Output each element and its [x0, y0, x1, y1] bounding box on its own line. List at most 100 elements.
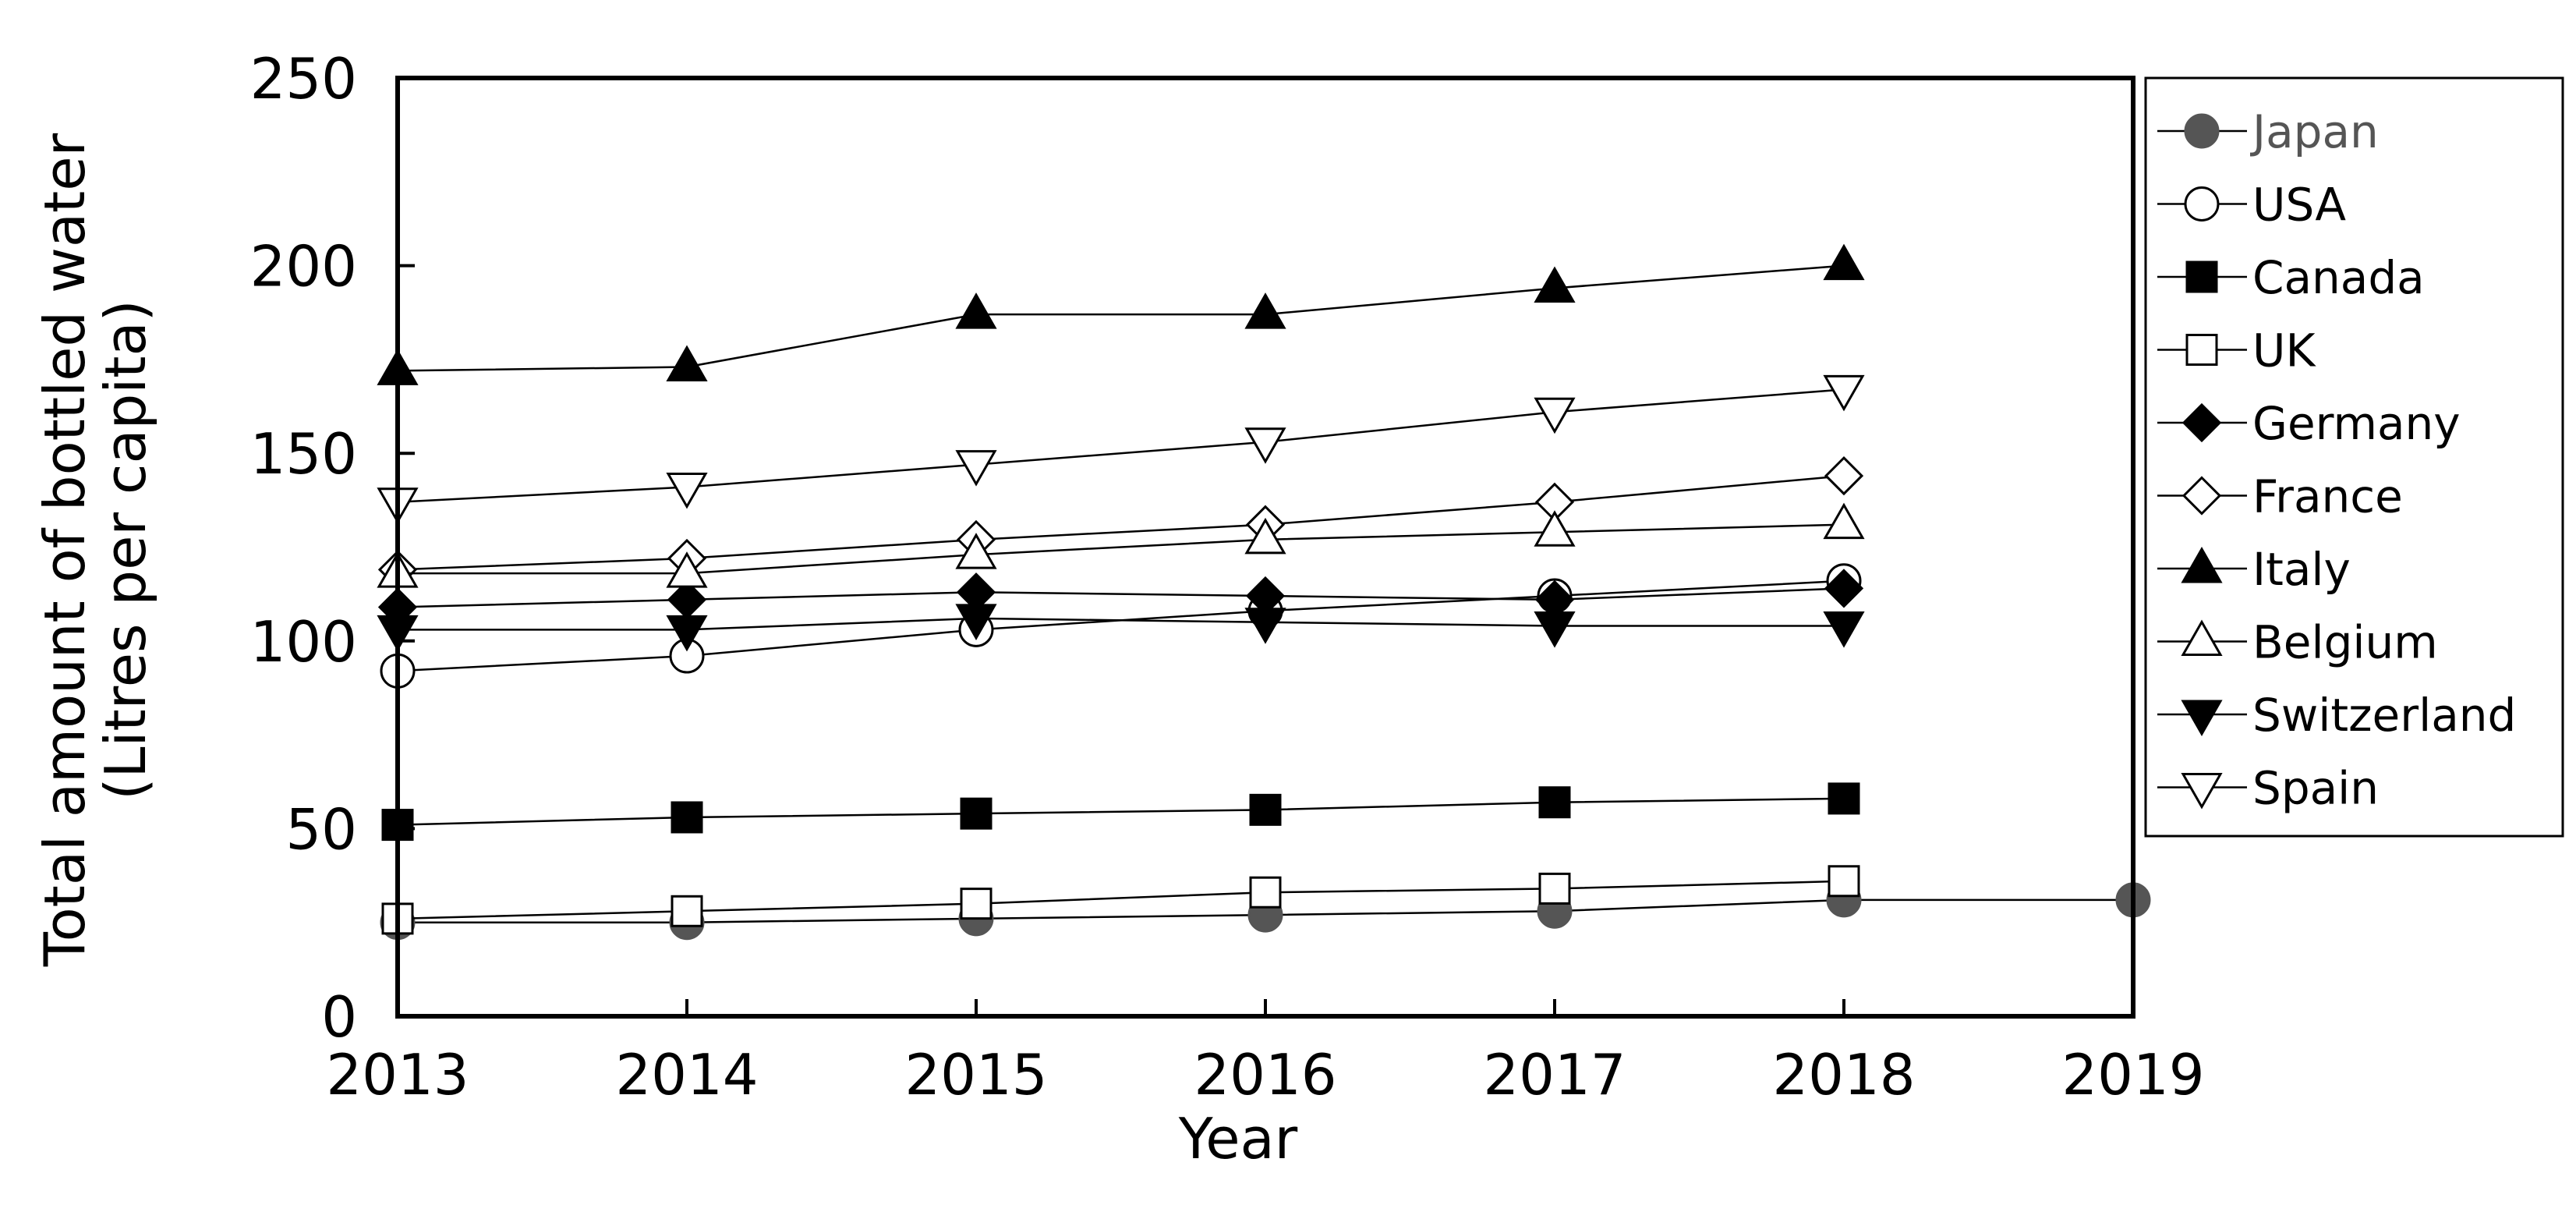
data-point-italy-2015 — [955, 292, 997, 329]
data-point-uk-2016 — [1249, 876, 1282, 909]
data-point-italy-2017 — [1534, 266, 1576, 303]
data-point-belgium-2017 — [1534, 510, 1576, 547]
data-point-canada-2016 — [1249, 793, 1282, 826]
y-tick-label-100: 100 — [250, 609, 357, 675]
legend-item-belgium: Belgium — [2157, 616, 2438, 669]
legend-marker-japan — [2184, 113, 2220, 149]
data-point-canada-2015 — [960, 797, 993, 830]
series-switzerland — [377, 604, 1865, 652]
data-point-uk-2017 — [1538, 872, 1571, 905]
series-spain — [377, 374, 1865, 524]
legend-item-japan: Japan — [2157, 105, 2379, 158]
series-canada — [381, 782, 1860, 842]
data-point-italy-2016 — [1244, 292, 1286, 329]
legend-marker-uk — [2185, 334, 2218, 366]
plot-area — [377, 243, 2151, 941]
y-tick-label-250: 250 — [250, 46, 357, 112]
legend-label-italy: Italy — [2252, 543, 2351, 596]
series-line-uk — [397, 880, 1845, 920]
legend-item-usa: USA — [2157, 179, 2346, 232]
series-line-germany — [397, 587, 1845, 608]
legend-marker-switzerland — [2181, 700, 2223, 737]
series-line-canada — [397, 797, 1845, 826]
data-point-italy-2014 — [666, 345, 708, 382]
legend-item-uk: UK — [2157, 324, 2316, 377]
data-point-spain-2017 — [1534, 397, 1576, 434]
data-point-belgium-2016 — [1244, 517, 1286, 555]
legend-label-germany: Germany — [2252, 397, 2461, 450]
data-point-uk-2015 — [960, 888, 993, 920]
y-tick-label-200: 200 — [250, 234, 357, 299]
data-point-switzerland-2014 — [666, 615, 708, 652]
data-point-italy-2018 — [1823, 243, 1865, 281]
series-france — [377, 455, 1864, 590]
series-line-belgium — [398, 523, 1845, 575]
data-point-switzerland-2017 — [1534, 611, 1576, 648]
x-tick-label-2019: 2019 — [2061, 1042, 2204, 1107]
legend-item-canada: Canada — [2157, 251, 2425, 304]
series-uk — [381, 865, 1860, 935]
legend-marker-italy — [2181, 546, 2223, 583]
y-tick-label-50: 50 — [285, 796, 357, 862]
data-point-spain-2018 — [1823, 374, 1865, 412]
data-point-uk-2018 — [1828, 865, 1860, 898]
y-tick-label-0: 0 — [321, 984, 357, 1050]
data-point-spain-2015 — [955, 450, 997, 487]
legend: Japan USA Canada UK Germany France Italy Belgiu… — [2144, 76, 2564, 838]
legend-label-japan: Japan — [2250, 105, 2379, 158]
series-germany — [377, 569, 1864, 627]
x-tick-label-2015: 2015 — [904, 1042, 1047, 1107]
legend-label-france: France — [2252, 470, 2403, 523]
legend-item-italy: Italy — [2157, 543, 2351, 596]
data-point-uk-2014 — [671, 895, 703, 927]
legend-marker-canada — [2185, 260, 2218, 293]
series-line-italy — [397, 264, 1845, 372]
data-point-spain-2016 — [1244, 427, 1286, 464]
x-tick-label-2014: 2014 — [615, 1042, 758, 1107]
legend-marker-spain — [2181, 773, 2223, 810]
data-point-switzerland-2016 — [1244, 608, 1286, 644]
axes: 2013 2014 2015 2016 2017 2018 2019 0 50 100 150 200… — [250, 46, 2205, 1107]
x-tick-label-2018: 2018 — [1772, 1042, 1915, 1107]
legend-item-france: France — [2157, 470, 2403, 523]
data-point-spain-2014 — [666, 473, 708, 509]
data-point-canada-2017 — [1538, 786, 1571, 819]
data-point-belgium-2015 — [955, 533, 997, 569]
legend-item-switzerland: Switzerland — [2157, 689, 2516, 742]
y-axis-title-line1: Total amount of bottled water — [32, 133, 97, 967]
series-line-france — [397, 474, 1845, 571]
data-point-canada-2014 — [671, 801, 703, 834]
legend-label-belgium: Belgium — [2252, 616, 2438, 669]
legend-marker-belgium — [2181, 619, 2223, 656]
legend-label-canada: Canada — [2252, 251, 2425, 304]
legend-item-germany: Germany — [2157, 397, 2461, 450]
data-point-switzerland-2018 — [1823, 611, 1865, 648]
data-point-belgium-2014 — [666, 551, 708, 588]
data-point-canada-2018 — [1828, 782, 1860, 815]
data-point-france-2018 — [1824, 455, 1864, 496]
x-tick-label-2013: 2013 — [326, 1042, 469, 1107]
y-axis-title-line2: (Litres per capita) — [93, 299, 158, 800]
x-tick-label-2016: 2016 — [1194, 1042, 1336, 1107]
legend-item-spain: Spain — [2157, 762, 2379, 815]
legend-marker-usa — [2184, 186, 2220, 221]
legend-label-usa: USA — [2252, 179, 2346, 232]
x-tick-label-2017: 2017 — [1483, 1042, 1626, 1107]
data-point-belgium-2018 — [1823, 502, 1865, 540]
series-italy — [377, 243, 1865, 385]
data-point-germany-2018 — [1824, 569, 1864, 608]
legend-label-uk: UK — [2252, 324, 2316, 377]
legend-label-spain: Spain — [2252, 762, 2379, 815]
y-axis-title: Total amount of bottled water (Litres pe… — [32, 133, 158, 967]
legend-marker-germany — [2181, 402, 2222, 443]
data-point-switzerland-2015 — [955, 604, 997, 640]
y-tick-label-150: 150 — [250, 421, 357, 487]
legend-label-switzerland: Switzerland — [2252, 689, 2516, 742]
x-axis-title: Year — [1178, 1106, 1298, 1171]
series-line-switzerland — [398, 617, 1844, 631]
series-line-spain — [397, 388, 1845, 504]
series-belgium — [377, 502, 1865, 588]
legend-marker-france — [2181, 476, 2222, 516]
